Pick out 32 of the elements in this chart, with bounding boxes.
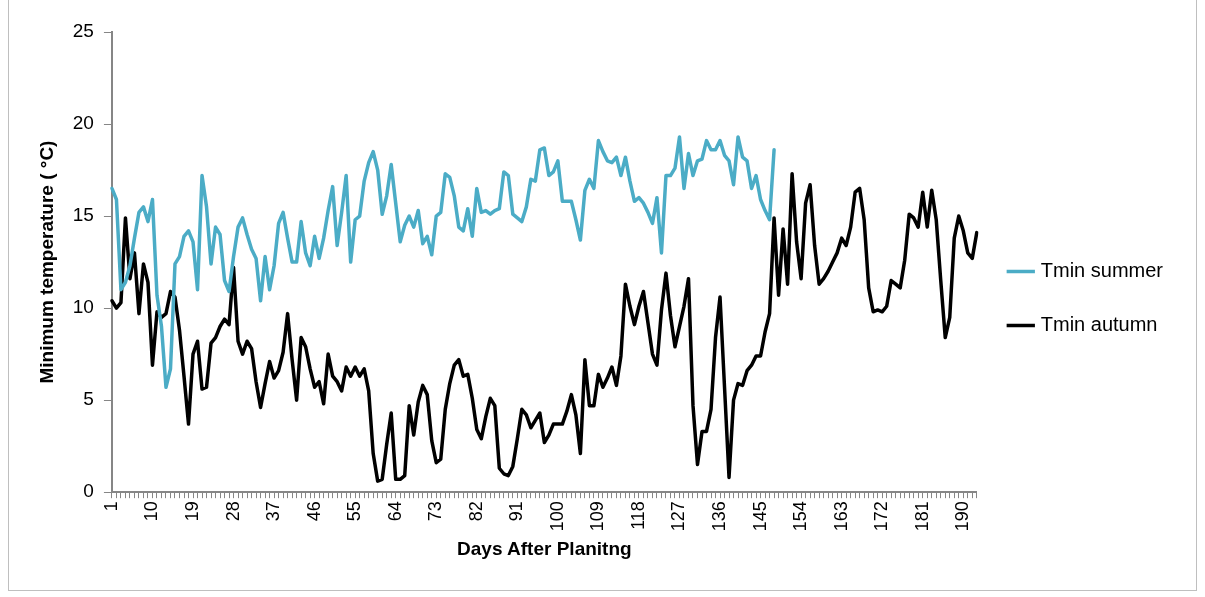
x-tick-label: 127	[668, 501, 689, 532]
x-tick-label: 19	[181, 501, 202, 522]
y-tick-label: 20	[72, 112, 94, 134]
x-tick-label: 100	[546, 501, 567, 532]
y-axis-title: Minimum temperature ( °C)	[35, 140, 57, 384]
x-tick-label: 37	[263, 501, 284, 522]
legend-label: Tmin autumn	[1040, 313, 1158, 336]
x-tick-label: 46	[303, 501, 324, 522]
x-tick-label: 154	[790, 501, 811, 532]
x-tick-label: 91	[506, 501, 527, 522]
x-tick-label: 10	[141, 501, 162, 522]
x-tick-label: 1	[100, 501, 121, 512]
x-axis-title: Days After Planitng	[457, 537, 632, 559]
y-tick-label: 10	[72, 296, 94, 318]
x-tick-label: 64	[384, 501, 405, 522]
x-tick-label: 172	[871, 501, 892, 532]
y-tick-label: 25	[72, 20, 94, 42]
x-tick-label: 73	[425, 501, 446, 522]
y-tick-label: 0	[83, 480, 94, 502]
x-tick-label: 136	[708, 501, 729, 532]
x-tick-label: 118	[627, 501, 648, 530]
y-tick-label: 15	[72, 204, 94, 226]
x-tick-label: 28	[222, 501, 243, 522]
x-tick-label: 145	[749, 501, 770, 532]
x-tick-label: 181	[911, 501, 932, 532]
y-tick-label: 5	[83, 388, 94, 410]
x-tick-label: 163	[830, 501, 851, 532]
x-tick-label: 109	[587, 501, 608, 532]
legend-label: Tmin summer	[1040, 259, 1164, 282]
x-tick-label: 55	[344, 501, 365, 522]
x-tick-label: 82	[465, 501, 486, 522]
x-tick-label: 190	[952, 501, 973, 532]
